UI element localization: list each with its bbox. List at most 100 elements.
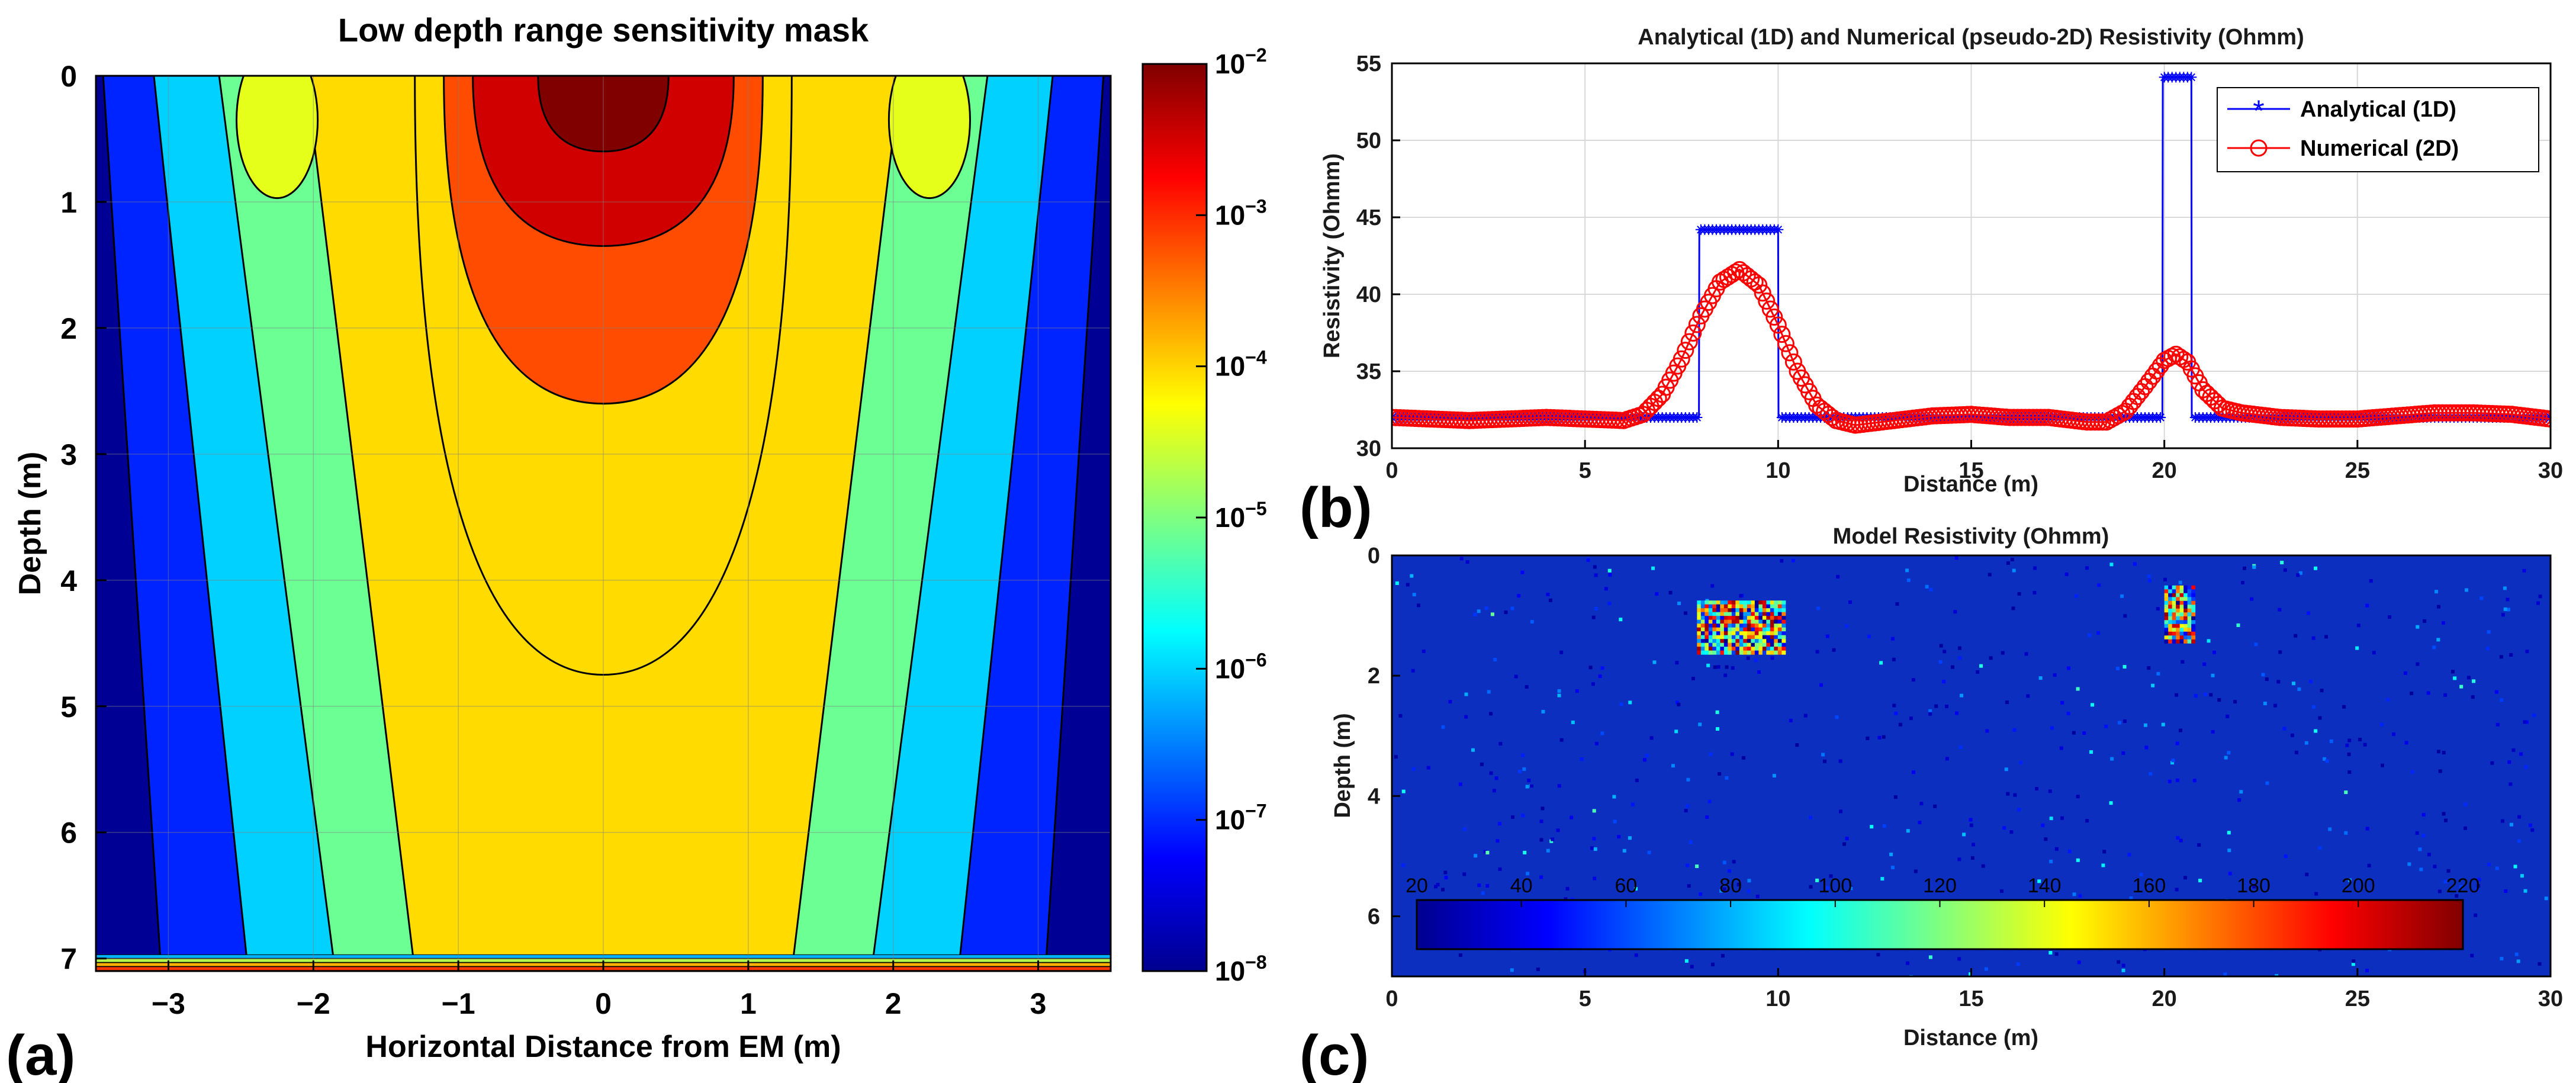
anomaly-cell: [1700, 631, 1705, 636]
legend-label-numerical: Numerical (2D): [2300, 136, 2459, 161]
noise-pixel: [2110, 757, 2114, 761]
anomaly-cell: [2176, 624, 2181, 628]
analytical-point: [1773, 224, 1784, 235]
noise-pixel: [2494, 690, 2498, 694]
x-tick-label: 20: [2152, 458, 2177, 483]
noise-pixel: [1675, 700, 1679, 705]
noise-pixel: [1523, 850, 1527, 854]
noise-pixel: [2227, 831, 2231, 835]
anomaly-cell: [2176, 616, 2181, 621]
noise-pixel: [2345, 743, 2349, 747]
anomaly-cell: [1774, 612, 1779, 616]
noise-pixel: [1549, 839, 1554, 843]
noise-pixel: [2312, 705, 2316, 709]
anomaly-cell: [2164, 616, 2169, 621]
noise-pixel: [2265, 781, 2269, 785]
noise-pixel: [2050, 726, 2054, 730]
noise-pixel: [2509, 782, 2513, 786]
panel-b-x-label: Distance (m): [1903, 472, 2038, 497]
anomaly-cell: [1731, 600, 1736, 605]
noise-pixel: [2351, 962, 2355, 966]
anomaly-cell: [2179, 639, 2184, 644]
noise-pixel: [1608, 573, 1612, 577]
anomaly-cell: [1743, 631, 1748, 636]
anomaly-cell: [1735, 608, 1740, 613]
noise-pixel: [2117, 960, 2121, 964]
noise-pixel: [2318, 716, 2322, 720]
anomaly-cell: [1700, 619, 1705, 624]
anomaly-cell: [1705, 647, 1709, 651]
anomaly-cell: [1777, 608, 1782, 613]
anomaly-cell: [1728, 619, 1732, 624]
anomaly-cell: [2179, 620, 2184, 625]
noise-pixel: [2237, 798, 2241, 802]
noise-pixel: [1716, 727, 1720, 731]
noise-pixel: [2006, 561, 2010, 565]
noise-pixel: [1493, 657, 1497, 661]
noise-pixel: [2501, 613, 2505, 617]
numerical-point: [2542, 410, 2551, 428]
anomaly-cell: [2187, 612, 2192, 617]
noise-pixel: [2386, 698, 2390, 702]
anomaly-cell: [1758, 631, 1763, 636]
anomaly-cell: [1716, 647, 1720, 651]
noise-pixel: [2314, 729, 2318, 733]
noise-pixel: [2506, 608, 2510, 612]
anomaly-cell: [1705, 604, 1709, 609]
noise-pixel: [2459, 684, 2464, 689]
noise-pixel: [2175, 778, 2179, 782]
noise-pixel: [1541, 806, 1545, 811]
noise-pixel: [2060, 700, 2064, 705]
noise-pixel: [1441, 725, 1445, 729]
noise-pixel: [2544, 896, 2548, 901]
anomaly-cell: [1723, 627, 1728, 632]
noise-pixel: [1838, 759, 1842, 763]
anomaly-cell: [1731, 608, 1736, 613]
x-tick-label: −2: [297, 987, 330, 1020]
anomaly-cell: [1720, 612, 1725, 616]
anomaly-cell: [1758, 639, 1763, 644]
noise-pixel: [2192, 779, 2196, 783]
noise-pixel: [2528, 823, 2532, 827]
anomaly-cell: [2172, 589, 2176, 594]
anomaly-cell: [2176, 608, 2181, 613]
noise-pixel: [1898, 722, 1902, 727]
noise-pixel: [1477, 609, 1481, 613]
anomaly-cell: [1774, 627, 1779, 632]
y-tick-label: 40: [1356, 282, 1381, 307]
noise-pixel: [1600, 666, 1604, 670]
anomaly-cell: [1735, 624, 1740, 628]
anomaly-cell: [2191, 593, 2196, 597]
anomaly-cell: [1781, 635, 1786, 639]
noise-pixel: [2524, 720, 2529, 724]
anomaly-cell: [1712, 608, 1717, 613]
anomaly-cell: [1770, 604, 1774, 609]
noise-pixel: [2202, 662, 2207, 666]
noise-pixel: [1955, 711, 1959, 715]
noise-pixel: [1747, 879, 1751, 883]
anomaly-cell: [1777, 650, 1782, 655]
anomaly-cell: [1708, 642, 1713, 647]
anomaly-cell: [1762, 642, 1767, 647]
noise-pixel: [1928, 709, 1932, 713]
anomaly-cell: [1747, 612, 1751, 616]
anomaly-cell: [2172, 639, 2176, 644]
anomaly-cell: [1777, 647, 1782, 651]
anomaly-cell: [1731, 604, 1736, 609]
anomaly-cell: [1751, 642, 1755, 647]
noise-pixel: [1628, 700, 1632, 705]
legend-marker-analytical: *: [2253, 94, 2264, 127]
y-tick-label: 3: [60, 438, 77, 471]
noise-pixel: [1398, 714, 1403, 718]
noise-pixel: [1436, 882, 1440, 886]
noise-pixel: [2437, 750, 2441, 754]
anomaly-cell: [1751, 635, 1755, 639]
noise-pixel: [1677, 602, 1681, 606]
anomaly-cell: [1712, 635, 1717, 639]
noise-pixel: [2536, 601, 2540, 605]
noise-pixel: [2372, 651, 2376, 655]
anomaly-cell: [1739, 627, 1744, 632]
noise-pixel: [2404, 741, 2408, 745]
anomaly-cell: [1743, 642, 1748, 647]
anomaly-cell: [1720, 600, 1725, 605]
